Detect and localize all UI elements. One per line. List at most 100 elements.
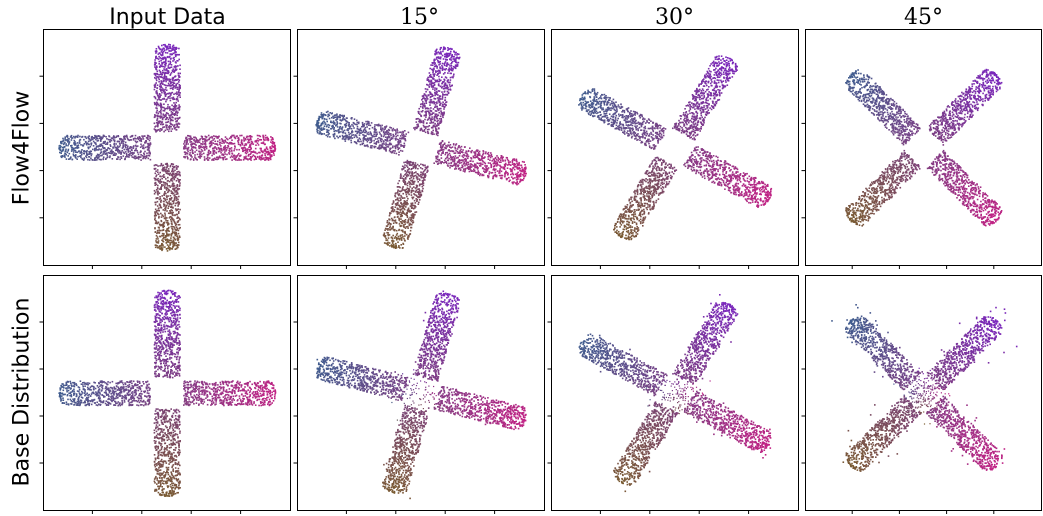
scatter-point [424,170,426,172]
scatter-point [161,51,163,53]
scatter-point [154,184,156,186]
scatter-point [244,158,246,160]
scatter-point [183,143,185,145]
scatter-point [405,184,407,186]
scatter-point [146,155,148,157]
scatter-point [408,218,410,220]
scatter-point [334,115,336,117]
scatter-point [175,111,177,113]
scatter-point [119,146,121,148]
scatter-point [458,145,460,147]
scatter-point [71,147,73,149]
scatter-point [73,151,75,153]
scatter-point [422,120,424,122]
scatter-point [429,117,431,119]
scatter-point [376,131,378,133]
scatter-point [461,146,463,148]
scatter-point [326,121,328,123]
scatter-point [351,142,353,144]
scatter-point [173,83,175,85]
scatter-point [64,156,66,158]
scatter-point [162,248,164,250]
scatter-point [154,202,156,204]
scatter-point [166,205,168,207]
scatter-point [163,68,165,70]
scatter-point [379,133,381,135]
scatter-point [376,135,378,137]
scatter-point [137,138,139,140]
scatter-point [465,168,467,170]
scatter-point [504,174,506,176]
scatter-point [163,198,165,200]
scatter-point [166,108,168,110]
scatter-point [169,56,171,58]
scatter-point [127,138,129,140]
scatter-point [172,246,174,248]
scatter-point [272,137,274,139]
scatter-point [229,138,231,140]
scatter-point [80,151,82,153]
scatter-point [413,183,415,185]
scatter-point [270,136,272,138]
scatter-point [170,195,172,197]
scatter-point [67,155,69,157]
scatter-point [408,194,410,196]
scatter-point [159,224,161,226]
scatter-point [343,136,345,138]
scatter-point [81,136,83,138]
scatter-point [422,168,424,170]
scatter-point [375,146,377,148]
scatter-point [448,70,450,72]
scatter-point [422,130,424,132]
scatter-point [212,137,214,139]
scatter-point [117,156,119,158]
scatter-point [166,99,168,101]
scatter-point [471,170,473,172]
scatter-point [160,85,162,87]
scatter-point [178,230,180,232]
scatter-point [234,137,236,139]
scatter-point [400,195,402,197]
scatter-point [458,161,460,163]
scatter-point [393,222,395,224]
scatter-point [392,147,394,149]
scatter-point [391,227,393,229]
scatter-point [392,138,394,140]
scatter-point [158,113,160,115]
scatter-point [70,157,72,159]
scatter-point [174,124,176,126]
scatter-point [175,54,177,56]
scatter-point [350,125,352,127]
scatter-point [398,200,400,202]
scatter-point [270,150,272,152]
scatter-point [221,148,223,150]
scatter-point [177,174,179,176]
scatter-point [175,127,177,129]
scatter-point [194,151,196,153]
scatter-point [512,178,514,180]
scatter-point [155,204,157,206]
scatter-point [161,108,163,110]
scatter-point [465,159,467,161]
scatter-point [484,165,486,167]
scatter-point [442,98,444,100]
scatter-point [77,142,79,144]
scatter-point [125,145,127,147]
scatter-point [265,135,267,137]
scatter-point [165,52,167,54]
scatter-point [404,240,406,242]
scatter-point [169,125,171,127]
scatter-point [440,121,442,123]
scatter-point [177,189,179,191]
scatter-point [158,63,160,65]
scatter-point [156,65,158,67]
scatter-point [119,138,121,140]
scatter-point [167,207,169,209]
scatter-point [521,167,523,169]
scatter-point [167,224,169,226]
scatter-point [106,138,108,140]
scatter-point [383,136,385,138]
scatter-point [424,165,426,167]
scatter-point [155,84,157,86]
scatter-point [218,136,220,138]
